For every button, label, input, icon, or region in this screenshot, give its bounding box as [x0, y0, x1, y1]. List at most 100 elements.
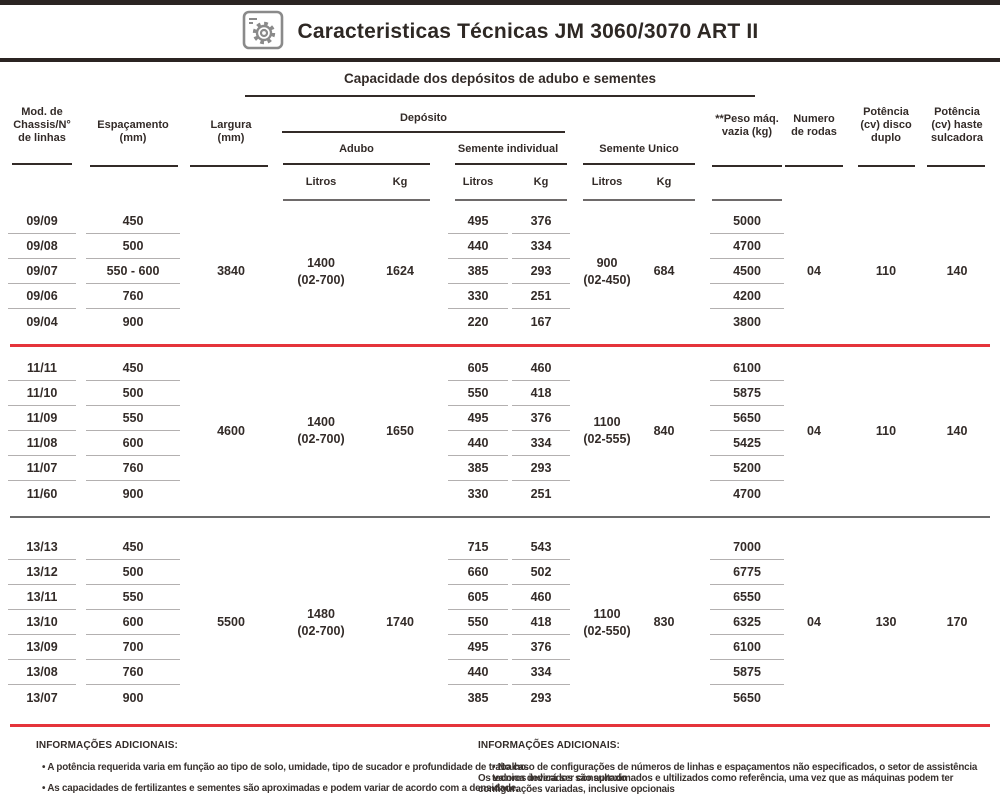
- col-header-semente-individual: Semente individual: [457, 143, 559, 155]
- pot_haste-value-group-1: 140: [946, 264, 968, 278]
- capacity-title: Capacidade dos depósitos de adubo e seme…: [343, 71, 657, 86]
- espacamento-value: 450: [86, 535, 180, 560]
- sem_ind_kg-value: 293: [530, 690, 552, 705]
- sem_ind_kg-value: 334: [512, 660, 570, 685]
- chassis-value: 09/04: [26, 314, 58, 329]
- adubo_kg-value-group-2: 1650: [386, 423, 414, 438]
- chassis-value: 13/09: [8, 635, 76, 660]
- sem_ind_litros-value: 605: [448, 356, 508, 381]
- footnote-right-item: No caso de configurações de números de l…: [492, 762, 1000, 784]
- sem_ind_kg-value: 334: [512, 431, 570, 456]
- title-bar: Caracteristicas Técnicas JM 3060/3070 AR…: [0, 8, 1000, 56]
- column-espacamento-group-2: 450 500 550 600 760 900: [86, 356, 180, 506]
- footnote-left-heading: INFORMAÇÕES ADICIONAIS:: [36, 740, 178, 751]
- chassis-value: 09/07: [8, 259, 76, 284]
- adubo_litros-value-group-3: 1480 (02-700): [297, 606, 345, 638]
- sem_ind_kg-value: 418: [512, 610, 570, 635]
- espacamento-value: 550: [86, 406, 180, 431]
- footnote-right-heading: INFORMAÇÕES ADICIONAIS:: [478, 740, 620, 751]
- peso-value: 3800: [733, 314, 761, 329]
- subheader-semunico-kg: Kg: [656, 176, 672, 188]
- pot_disco-value-group-1: 110: [875, 264, 897, 278]
- col-header-peso: **Peso máq. vazia (kg): [715, 113, 779, 138]
- espacamento-value: 550 - 600: [86, 259, 180, 284]
- peso-value: 4700: [710, 234, 784, 259]
- underline-rodas: [785, 165, 843, 167]
- underline-semente-unico: [583, 163, 695, 165]
- sem_unico_litros-value-group-1: 900 (02-450): [583, 255, 631, 287]
- sem_ind_kg-value: 293: [512, 456, 570, 481]
- pot_disco-value-group-3: 130: [875, 615, 897, 629]
- col-header-chassis: Mod. de Chassis/N° de linhas: [13, 106, 71, 144]
- capacity-underline: [245, 95, 755, 97]
- sem_ind_litros-value: 495: [448, 406, 508, 431]
- sem_ind_litros-value: 715: [448, 535, 508, 560]
- pot_disco-value-group-2: 110: [875, 423, 897, 438]
- col-header-rodas: Numero de rodas: [791, 113, 837, 138]
- chassis-value: 13/12: [8, 560, 76, 585]
- underline-pot-disco: [858, 165, 915, 167]
- col-header-adubo: Adubo: [339, 143, 374, 155]
- column-sem_ind_litros-group-2: 605 550 495 440 385 330: [448, 356, 508, 506]
- adubo_kg-value-group-1: 1624: [386, 264, 414, 278]
- chassis-value: 09/06: [8, 284, 76, 309]
- sem_ind_litros-value: 605: [448, 585, 508, 610]
- column-chassis-group-2: 11/11 11/10 11/09 11/08 11/07 11/60: [8, 356, 76, 506]
- peso-value: 6325: [710, 610, 784, 635]
- sem_ind_litros-value: 495: [448, 209, 508, 234]
- column-peso-group-3: 7000 6775 6550 6325 6100 5875 5650: [710, 535, 784, 710]
- espacamento-value: 450: [86, 356, 180, 381]
- adubo_litros-value-group-2: 1400 (02-700): [297, 415, 345, 446]
- subheader-adubo-litros: Litros: [305, 176, 337, 188]
- adubo_kg-value-group-3: 1740: [386, 615, 414, 629]
- subheader-semunico-litros: Litros: [591, 176, 623, 188]
- sem_ind_kg-value: 167: [530, 314, 552, 329]
- col-header-pot-disco: Potência (cv) disco duplo: [860, 106, 912, 144]
- peso-value: 6100: [710, 356, 784, 381]
- rule-adubo-top: [283, 199, 430, 201]
- largura-value-group-2: 4600: [217, 423, 245, 438]
- pot_haste-value-group-2: 140: [946, 423, 968, 438]
- espacamento-value: 900: [122, 314, 144, 329]
- sem_ind_kg-value: 334: [512, 234, 570, 259]
- sem_unico_litros-value-group-2: 1100 (02-555): [583, 415, 631, 446]
- chassis-value: 11/07: [8, 456, 76, 481]
- col-header-semente-unico: Semente Unico: [599, 143, 679, 155]
- espacamento-value: 900: [122, 486, 144, 501]
- sem_ind_litros-value: 220: [467, 314, 489, 329]
- sem_ind_kg-value: 418: [512, 381, 570, 406]
- peso-value: 6100: [710, 635, 784, 660]
- chassis-value: 13/10: [8, 610, 76, 635]
- chassis-value: 11/60: [26, 486, 58, 501]
- sem_ind_litros-value: 440: [448, 234, 508, 259]
- rodas-value-group-1: 04: [807, 264, 821, 278]
- column-peso-group-1: 5000 4700 4500 4200 3800: [710, 209, 784, 334]
- column-sem_ind_litros-group-1: 495 440 385 330 220: [448, 209, 508, 334]
- sem_unico_litros-value-group-3: 1100 (02-550): [583, 606, 631, 638]
- column-sem_ind_kg-group-3: 543 502 460 418 376 334 293: [512, 535, 570, 710]
- rule-semunico-top: [583, 199, 695, 201]
- sem_ind_litros-value: 385: [448, 259, 508, 284]
- group-separator-red-1: [10, 344, 990, 347]
- column-espacamento-group-3: 450 500 550 600 700 760 900: [86, 535, 180, 710]
- rule-peso-top: [712, 199, 782, 201]
- peso-value: 7000: [710, 535, 784, 560]
- underline-chassis: [12, 163, 72, 165]
- espacamento-value: 700: [86, 635, 180, 660]
- peso-value: 6550: [710, 585, 784, 610]
- peso-value: 4200: [710, 284, 784, 309]
- sem_ind_kg-value: 251: [530, 486, 552, 501]
- col-header-deposito: Depósito: [399, 112, 448, 124]
- chassis-value: 09/08: [8, 234, 76, 259]
- sem_unico_kg-value-group-1: 684: [653, 264, 675, 278]
- column-peso-group-2: 6100 5875 5650 5425 5200 4700: [710, 356, 784, 506]
- sem_ind_litros-value: 385: [448, 456, 508, 481]
- underline-espacamento: [90, 165, 178, 167]
- top-rule: [0, 0, 1000, 5]
- sem_ind_litros-value: 660: [448, 560, 508, 585]
- espacamento-value: 760: [86, 456, 180, 481]
- group-separator-red-2: [10, 724, 990, 727]
- espacamento-value: 600: [86, 610, 180, 635]
- sem_ind_kg-value: 376: [512, 406, 570, 431]
- peso-value: 6775: [710, 560, 784, 585]
